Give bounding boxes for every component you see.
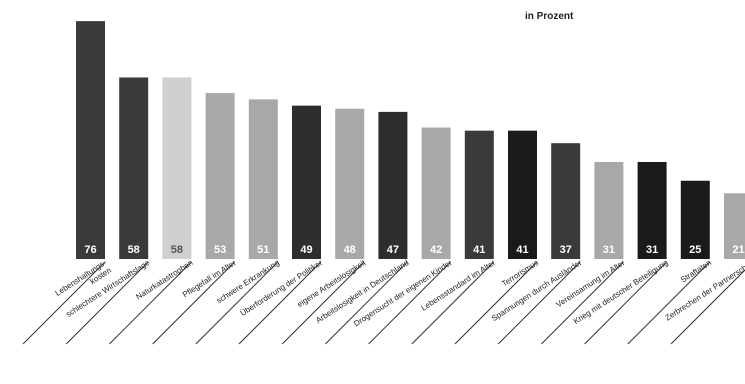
data-label: 48: [344, 244, 356, 256]
category-label: Lebensstandard im Alter: [420, 258, 498, 313]
bar: [680, 180, 710, 259]
data-label: 51: [257, 244, 269, 256]
category-leader-line: [627, 261, 711, 345]
bar: [594, 161, 624, 259]
category-leader-line: [454, 261, 538, 345]
category-leader-line: [22, 261, 106, 345]
data-label: 58: [171, 244, 183, 256]
bar: [119, 77, 149, 260]
bar: [464, 130, 494, 259]
category-label: Straftaten: [679, 258, 713, 284]
data-label: 41: [473, 244, 485, 256]
bar: [724, 193, 745, 259]
category-label: Terrorismus: [500, 258, 540, 288]
category-leader-line: [497, 261, 581, 345]
category-leader-line: [670, 269, 745, 345]
category-leader-line: [281, 261, 365, 345]
bar: [76, 21, 105, 260]
bar: [292, 105, 321, 259]
data-label: 42: [430, 244, 442, 256]
data-label: 47: [387, 244, 399, 256]
category-leader-line: [411, 261, 495, 345]
category-leader-line: [109, 261, 192, 345]
category-leader-line: [238, 261, 322, 345]
category-leader-line: [541, 261, 624, 345]
data-label: 49: [300, 244, 312, 256]
data-label: 25: [689, 244, 701, 256]
category-leader-line: [195, 261, 279, 345]
bar: [335, 108, 365, 259]
category-leader-line: [584, 261, 667, 345]
data-label: 31: [646, 244, 658, 256]
data-label: 37: [560, 244, 572, 256]
chart-subtitle: in Prozent: [525, 11, 574, 22]
data-label: 58: [128, 244, 140, 256]
bar: [162, 77, 192, 260]
bar: [551, 143, 581, 259]
bar: [637, 161, 667, 259]
bar: [248, 99, 278, 260]
bar: [421, 127, 451, 259]
data-label: 21: [732, 244, 744, 256]
data-label: 53: [214, 244, 226, 256]
bar: [508, 130, 537, 259]
category-leader-line: [65, 261, 149, 345]
category-leader-line: [325, 261, 408, 345]
bar: [205, 93, 235, 259]
category-leader-line: [368, 261, 451, 345]
bar: [378, 111, 408, 259]
data-label: 31: [603, 244, 615, 256]
data-label: 41: [516, 244, 528, 256]
category-leader-line: [152, 261, 235, 345]
data-label: 76: [84, 244, 96, 256]
